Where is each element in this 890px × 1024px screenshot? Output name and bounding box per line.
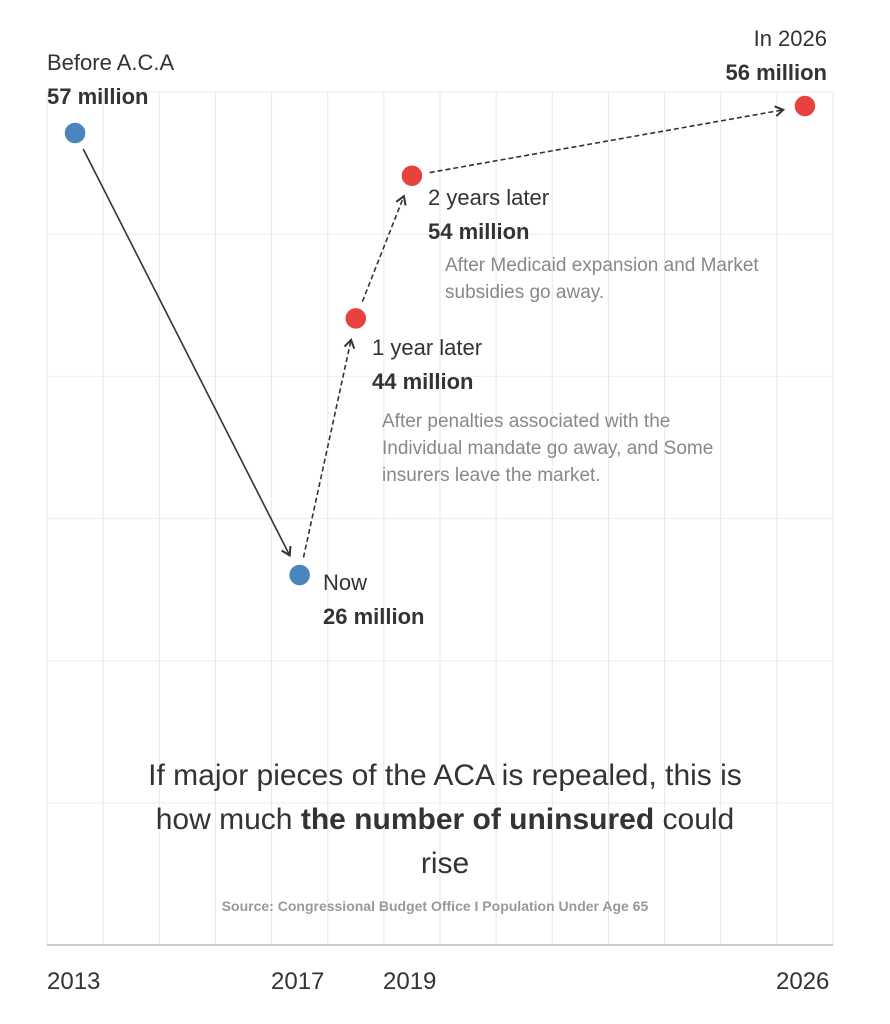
- label-before-aca: Before A.C.A 57 million: [47, 46, 174, 114]
- label-2-years-later: 2 years later 54 million: [428, 181, 549, 249]
- point-value-label: 26 million: [323, 604, 425, 629]
- arrow-segment: [302, 337, 356, 558]
- point-value-label: 56 million: [725, 60, 827, 85]
- x-tick-2017: 2017: [271, 968, 325, 995]
- data-point: [400, 163, 424, 188]
- data-point: [793, 94, 817, 118]
- title-emphasis: the number of uninsured: [300, 803, 655, 836]
- source-note: Source: Congressional Budget Office I Po…: [221, 898, 649, 914]
- point-label: In 2026: [753, 26, 827, 51]
- label-2026: In 2026 56 million: [726, 22, 827, 90]
- point-value-label: 44 million: [372, 369, 474, 394]
- data-point: [63, 121, 87, 145]
- data-point: [287, 563, 312, 587]
- x-tick-2013: 2013: [47, 968, 101, 995]
- note-2-years-later: After Medicaid expansion and Market subs…: [445, 255, 759, 303]
- data-point: [344, 306, 368, 331]
- title-part: could rise: [420, 803, 735, 880]
- x-tick-2026: 2026: [776, 968, 830, 995]
- point-label: 2 years later: [428, 185, 550, 210]
- arrow-segment: [361, 194, 407, 302]
- point-value-label: 54 million: [428, 219, 530, 244]
- title-part: If major pieces of the ACA is repealed, …: [148, 759, 742, 836]
- x-tick-2019: 2019: [383, 968, 437, 995]
- point-label: 1 year later: [372, 335, 483, 360]
- arrow-segment: [82, 148, 292, 558]
- note-1-year-later: After penalties associated with the Indi…: [382, 411, 714, 486]
- arrow-segment: [429, 105, 786, 174]
- chart-title: If major pieces of the ACA is repealed, …: [140, 754, 750, 886]
- label-1-year-later: 1 year later 44 million: [372, 331, 482, 399]
- point-value-label: 57 million: [47, 84, 149, 109]
- point-label: Now: [323, 570, 368, 595]
- point-label: Before A.C.A: [47, 50, 175, 75]
- label-now: Now 26 million: [323, 566, 424, 634]
